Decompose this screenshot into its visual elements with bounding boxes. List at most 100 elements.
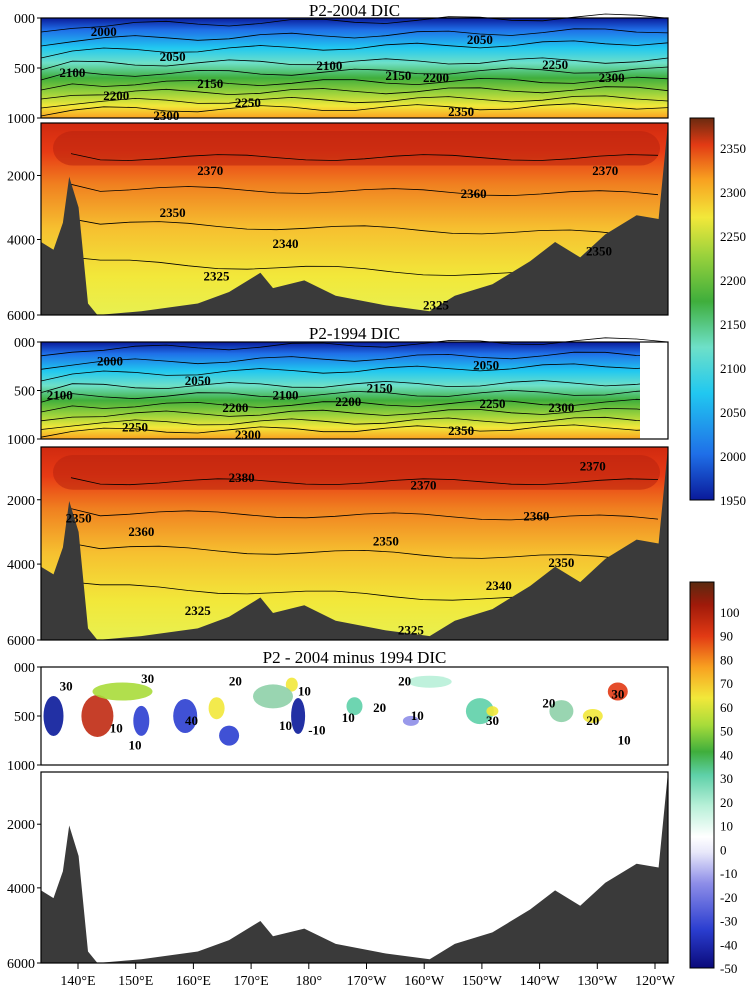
contour-label: 2370 <box>592 163 618 178</box>
contour-label: 2370 <box>197 163 223 178</box>
colorbar-tick-label: -40 <box>720 937 737 952</box>
lower-frame <box>40 771 669 964</box>
y-tick-label: 4000 <box>7 558 35 573</box>
colorbar-tick-label: 90 <box>720 629 733 644</box>
anomaly-patch <box>208 697 225 720</box>
upper-section-fill <box>41 18 668 118</box>
y-tick-label: 2000 <box>7 169 35 184</box>
contour-label: 2325 <box>398 622 425 637</box>
contour-label: 2350 <box>548 555 574 570</box>
y-tick-label: 000 <box>14 336 35 351</box>
colorbar-tick-label: 2050 <box>720 405 746 420</box>
anomaly-patch <box>43 696 64 736</box>
contour-line <box>40 103 669 117</box>
colorbar-tick-label: 20 <box>720 795 733 810</box>
contour-line <box>70 477 659 486</box>
colorbar-tick-label: 2250 <box>720 229 746 244</box>
y-tick-label: 4000 <box>7 233 35 248</box>
contour-line <box>70 543 659 563</box>
contour-label: 2250 <box>479 396 505 411</box>
x-tick-label: 160°E <box>176 974 211 989</box>
contour-label: 2100 <box>273 387 299 402</box>
anomaly-patch <box>549 700 574 723</box>
anomaly-patch <box>253 684 293 709</box>
colorbar-tick-label: 70 <box>720 676 733 691</box>
contour-label: 10 <box>342 710 355 725</box>
contour-label: 20 <box>398 674 411 689</box>
contour-label: 2100 <box>47 387 73 402</box>
contour-line <box>40 351 669 370</box>
contour-label: 2300 <box>548 400 574 415</box>
contour-line <box>70 183 659 197</box>
contour-label: 2050 <box>473 357 499 372</box>
colorbar-strip <box>689 581 715 969</box>
anomaly-patch <box>346 697 363 716</box>
contour-label: 2325 <box>185 603 212 618</box>
colorbar-tick-label: 80 <box>720 652 733 667</box>
y-tick-label: 2000 <box>7 494 35 509</box>
contour-label: 20 <box>229 674 242 689</box>
y-tick-label: 6000 <box>7 309 35 324</box>
contour-label: 30 <box>611 686 624 701</box>
contour-line <box>40 40 669 59</box>
contour-line <box>40 389 669 403</box>
panels-layer: P2-2004 DIC 2000 2050 2050 2100 2100 2150 2150 2… <box>7 1 669 972</box>
anomaly-patch <box>486 706 499 717</box>
contour-label: 2325 <box>204 269 231 284</box>
contour-line <box>40 76 669 91</box>
anomaly-patch <box>402 715 419 726</box>
contour-label: 2300 <box>153 108 179 123</box>
anomaly-patch <box>133 705 150 736</box>
colorbar-tick-label: 60 <box>720 700 733 715</box>
contour-label: 2360 <box>128 524 154 539</box>
contour-label: 2100 <box>316 58 342 73</box>
colorbar-tick-label: 10 <box>720 819 733 834</box>
contour-label: 2200 <box>335 394 361 409</box>
colorbar-strip <box>689 117 715 501</box>
contour-label: 2340 <box>273 236 299 251</box>
contour-label: 20 <box>373 700 386 715</box>
contour-label: 2050 <box>160 49 186 64</box>
contour-label: 2200 <box>222 400 248 415</box>
y-tick-label: 6000 <box>7 634 35 649</box>
contour-line <box>70 153 659 161</box>
colorbar-tick-label: 30 <box>720 771 733 786</box>
contour-label: 10 <box>279 718 292 733</box>
contour-label: 2000 <box>97 353 123 368</box>
contour-label: 2350 <box>373 534 399 549</box>
x-tick-label: 180° <box>295 974 322 989</box>
seafloor-bathymetry <box>41 772 668 963</box>
contour-line <box>40 424 669 438</box>
x-tick-label: 120°W <box>635 974 676 989</box>
contour-line <box>40 380 669 393</box>
anomaly-patch <box>607 682 628 701</box>
contour-label: 2325 <box>423 297 450 312</box>
contour-label: 40 <box>185 713 198 728</box>
contour-label: 2350 <box>448 423 474 438</box>
anomaly-patch <box>81 695 114 737</box>
contour-label: 10 <box>298 684 311 699</box>
contour-label: 10 <box>618 733 631 748</box>
contour-line <box>40 66 669 81</box>
colorbar-tick-label: 1950 <box>720 493 746 508</box>
contour-label: 20 <box>542 695 555 710</box>
panel-p2004: P2-2004 DIC 2000 2050 2050 2100 2100 2150 2150 2… <box>7 1 669 324</box>
y-tick-label: 1000 <box>7 759 35 774</box>
colorbar-tick-label: 2300 <box>720 185 746 200</box>
y-tick-label: 500 <box>14 710 35 725</box>
colorbar-tick-label: 2200 <box>720 273 746 288</box>
seafloor-bathymetry <box>41 447 668 640</box>
contour-label: 2000 <box>91 24 117 39</box>
y-tick-label: 1000 <box>7 112 35 127</box>
contour-label: 2150 <box>367 381 393 396</box>
x-tick-label: 170°E <box>234 974 269 989</box>
contour-label: 2340 <box>486 578 512 593</box>
contour-label: 2050 <box>467 32 493 47</box>
panel-pdiff: P2 - 2004 minus 1994 DIC 30 30 20 10 40 10 20 10… <box>7 648 669 972</box>
y-tick-label: 6000 <box>7 957 35 972</box>
contour-label: 2350 <box>586 244 612 259</box>
contour-label: 2200 <box>103 88 129 103</box>
colorbar-tick-label: -20 <box>720 890 737 905</box>
contour-label: 2200 <box>423 70 449 85</box>
